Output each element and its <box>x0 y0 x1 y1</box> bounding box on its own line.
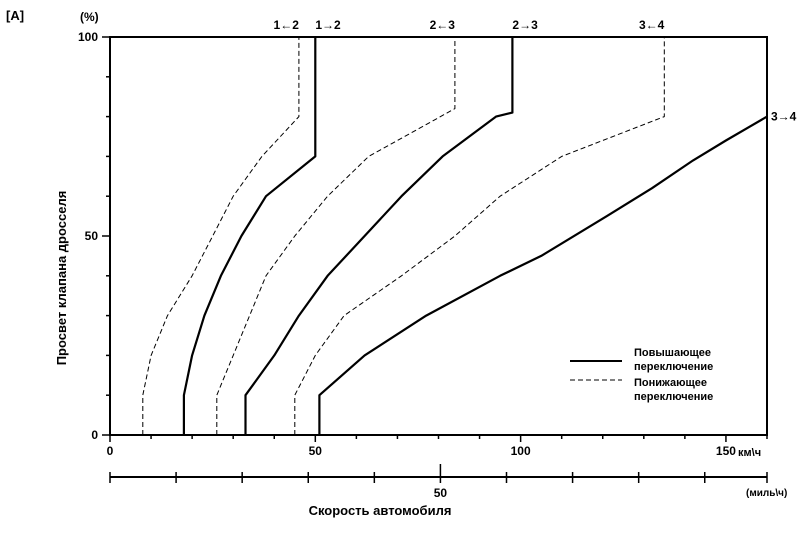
plot-frame <box>109 36 768 436</box>
shift-label: 2←3 <box>430 18 456 32</box>
x-tick-label: 50 <box>309 444 323 458</box>
y-axis-title: Просвет клапана дросселя <box>54 191 69 366</box>
x-axis-kmh: 0 50 100 150 <box>107 435 768 458</box>
x-tick-label: 100 <box>511 444 531 458</box>
y-tick-label: 0 <box>91 428 98 442</box>
series-line-4 <box>294 37 665 435</box>
x-axis-mph: 50 <box>109 464 768 500</box>
y-axis: 0 50 100 <box>78 30 110 442</box>
x-unit-mph-label: (миль\ч) <box>746 488 787 499</box>
y-tick-label: 100 <box>78 30 98 44</box>
shift-label: 1←2 <box>274 18 300 32</box>
shift-label: 2→3 <box>512 18 538 32</box>
x-axis-title: Скорость автомобиля <box>309 503 452 518</box>
series-line-3 <box>244 37 514 435</box>
mph-tick-label: 50 <box>434 486 448 500</box>
legend: Повышающее переключение Понижающее переклю… <box>570 347 713 403</box>
series-line-5 <box>318 115 768 435</box>
series-line-0 <box>142 37 300 435</box>
x-unit-kmh-label: км\ч <box>738 447 761 459</box>
legend-label-solid: Повышающее переключение <box>634 347 713 373</box>
shift-label: 1→2 <box>315 18 341 32</box>
x-tick-label: 0 <box>107 444 114 458</box>
series-group <box>142 37 768 435</box>
y-unit-label: (%) <box>80 10 99 24</box>
legend-label-dashed: Понижающее переключение <box>634 377 713 403</box>
series-line-1 <box>182 37 317 435</box>
shift-label: 3←4 <box>639 18 665 32</box>
figure-label: [A] <box>6 8 24 23</box>
shift-labels: 1←2 1→2 2←3 2→3 3←4 3→4 <box>274 18 797 124</box>
shift-label: 3→4 <box>771 110 797 124</box>
x-tick-label: 150 <box>716 444 736 458</box>
series-line-2 <box>216 37 456 435</box>
y-tick-label: 50 <box>85 229 99 243</box>
